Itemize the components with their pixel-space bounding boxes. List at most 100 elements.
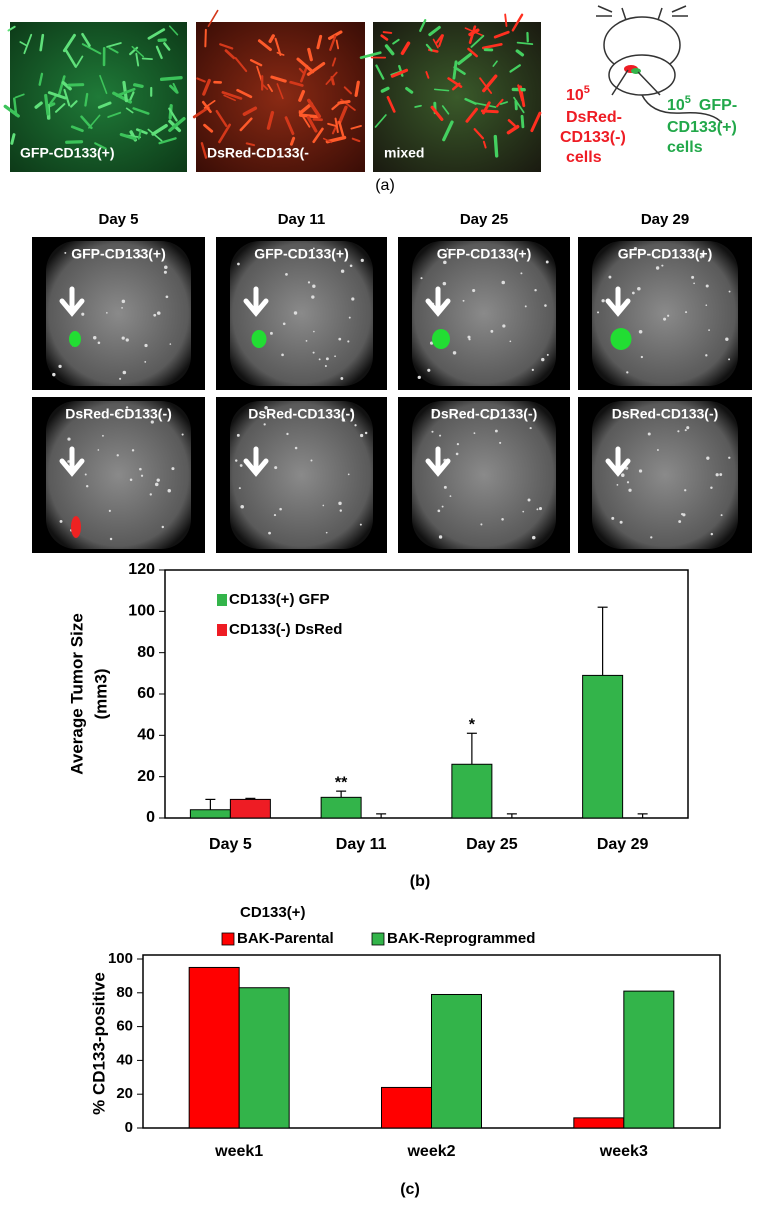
speckle [650,536,652,538]
speckle [420,277,422,279]
y-tick-label: 60 [137,685,155,702]
speckle [439,535,442,538]
speckle [155,483,159,487]
speckle [274,514,276,516]
tumor-signal [432,329,450,349]
speckle [663,318,666,321]
speckle [657,449,659,451]
speckle [85,474,87,476]
cell [384,32,392,33]
speckle [522,511,524,513]
speckle [281,354,284,357]
cell [135,85,142,87]
speckle [474,432,476,434]
row-label: DsRed-CD133(-) [431,406,538,422]
tumor-signal [69,331,81,347]
bar [432,994,482,1128]
y-axis-label: Average Tumor Size [67,613,86,775]
speckle [621,473,625,477]
speckle [442,506,444,508]
bar [189,967,239,1128]
exponent: 5 [685,94,691,106]
mouse-label-green: cells [667,139,703,156]
speckle [719,473,722,476]
speckle [472,289,475,292]
speckle [60,520,63,523]
panel-a: GFP-CD133(+) DsRed-CD133(- mixed 105 DsR… [5,6,737,194]
speckle [546,261,549,264]
speckle [706,284,709,287]
cell [454,62,456,78]
speckle [326,532,328,534]
speckle [728,457,730,459]
speckle [611,517,614,520]
bar [239,988,289,1128]
speckle [351,297,354,300]
cell [46,96,48,114]
row-label: GFP-CD133(+) [618,246,713,262]
speckle [682,513,685,516]
speckle [620,521,623,524]
legend-label: CD133(-) DsRed [229,621,342,638]
x-tick-label: week2 [406,1143,455,1160]
cell [356,82,358,95]
panel-label: (c) [400,1181,420,1198]
speckle [360,524,362,526]
speckle [58,365,61,368]
speckle [677,430,679,432]
image-label: DsRed-CD133(- [207,145,309,161]
y-tick-label: 120 [128,561,155,578]
speckle [536,508,538,510]
cell [205,30,206,47]
mouse-body [592,241,738,386]
cell [162,78,181,80]
row-label: GFP-CD133(+) [254,246,349,262]
cell [505,14,506,26]
legend-swatch [217,624,227,636]
x-tick-label: Day 29 [597,836,649,853]
speckle [532,369,534,371]
speckle [534,289,536,291]
mouse-body [230,401,373,549]
cell [482,111,497,112]
speckle [530,427,532,429]
speckle [693,282,695,284]
bar [230,799,270,818]
speckle [121,307,123,309]
legend-title: CD133(+) [240,904,305,921]
y-tick-label: 80 [137,644,155,661]
speckle [141,475,143,477]
row-label: DsRed-CD133(-) [65,406,172,422]
speckle [626,371,628,373]
speckle [501,281,505,285]
speckle [444,486,447,489]
speckle [237,434,240,437]
row-label: DsRed-CD133(-) [612,406,719,422]
speckle [729,291,731,293]
legend-label: BAK-Parental [237,930,334,947]
speckle [532,536,536,540]
speckle [667,315,669,317]
speckle [139,468,142,471]
speckle [348,474,350,476]
speckle [98,342,101,345]
image-label: mixed [384,145,424,161]
speckle [627,481,629,483]
image-label: GFP-CD133(+) [20,145,115,161]
error-bar [336,791,346,797]
speckle [648,433,651,436]
speckle [725,338,728,341]
speckle [294,311,297,314]
speckle [716,473,719,476]
speckle [637,287,641,291]
row-label: DsRed-CD133(-) [248,406,355,422]
speckle [93,336,96,339]
day-label: Day 11 [278,211,326,228]
speckle [285,273,288,276]
speckle [144,344,147,347]
speckle [319,358,321,360]
speckle [182,433,184,435]
speckle [144,361,146,363]
speckle [270,332,273,335]
speckle [235,459,237,461]
